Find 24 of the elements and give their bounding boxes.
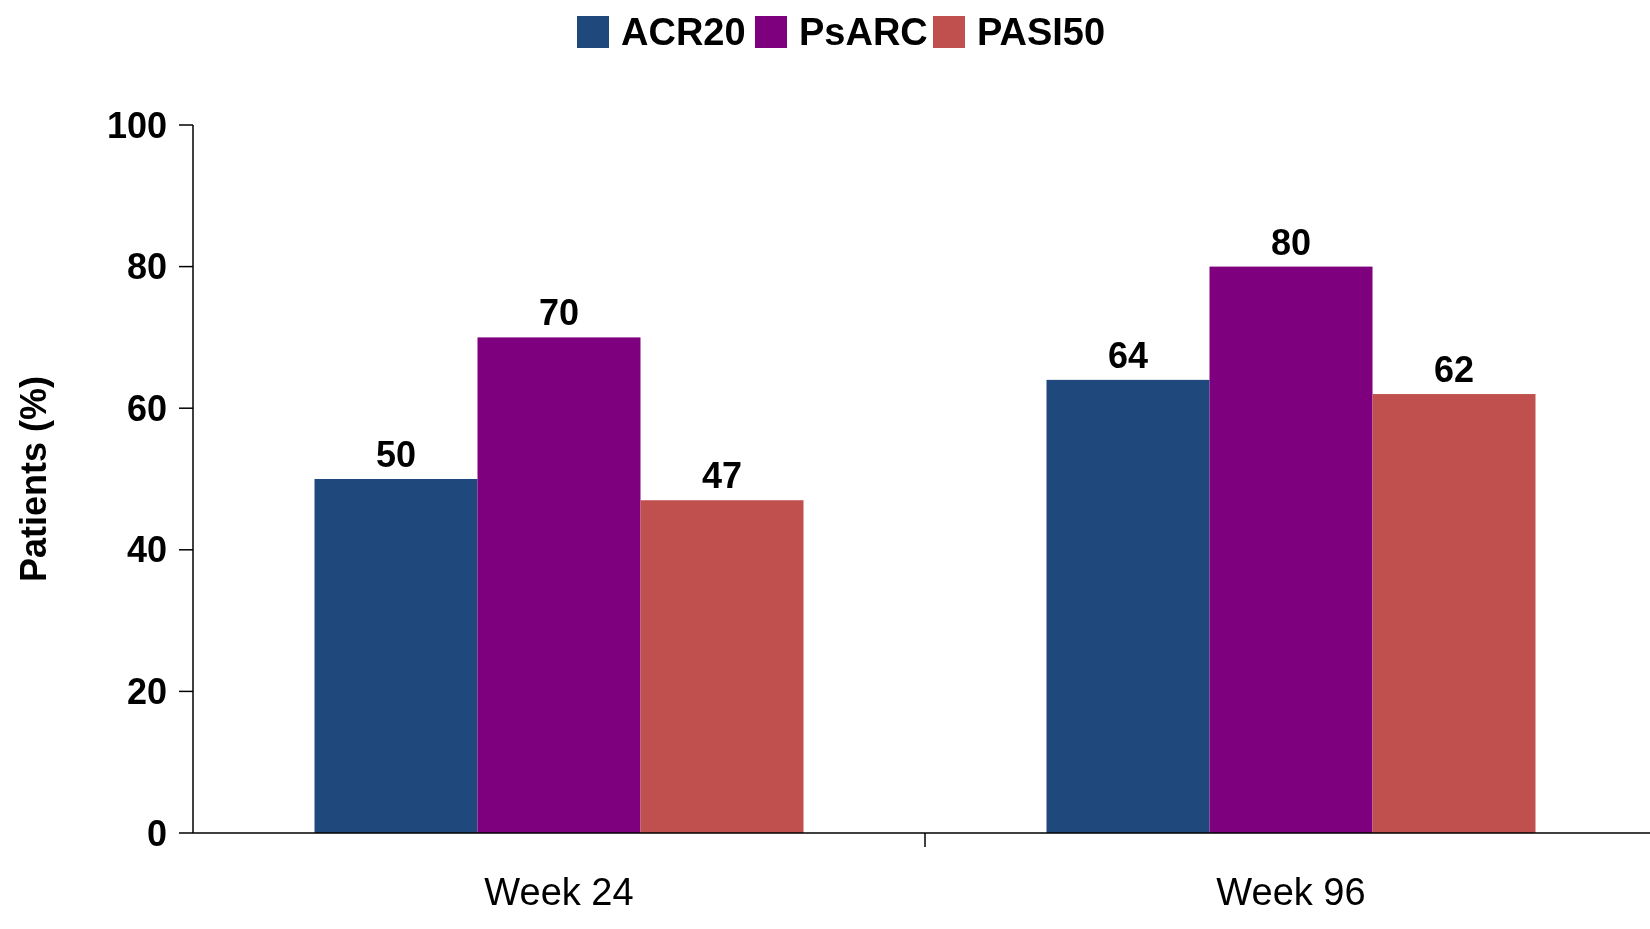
x-tick-label: Week 96: [1216, 871, 1366, 913]
data-label: 64: [1107, 334, 1149, 376]
bar: [1209, 266, 1373, 833]
y-tick-label: 40: [126, 529, 167, 571]
y-tick-label: 0: [146, 812, 167, 854]
data-label: 50: [375, 434, 417, 475]
x-tick-label: Week 24: [484, 871, 634, 913]
data-label: 80: [1270, 221, 1312, 263]
y-tick-label: 80: [126, 246, 167, 288]
y-tick-label: 20: [126, 671, 167, 712]
legend-label: PsARC: [799, 11, 928, 54]
y-tick-label: 60: [126, 387, 167, 429]
y-axis-title: Patients (%): [13, 375, 54, 583]
legend-label: ACR20: [621, 11, 746, 54]
bar: [1372, 394, 1536, 833]
y-tick-label: 100: [106, 104, 167, 146]
data-label: 47: [701, 455, 743, 497]
bar: [640, 500, 804, 833]
bar: [314, 479, 478, 833]
bar: [1046, 379, 1210, 833]
legend-label: PASI50: [977, 11, 1106, 54]
bar: [477, 337, 641, 833]
data-label: 62: [1433, 349, 1475, 391]
data-label: 70: [538, 292, 580, 334]
